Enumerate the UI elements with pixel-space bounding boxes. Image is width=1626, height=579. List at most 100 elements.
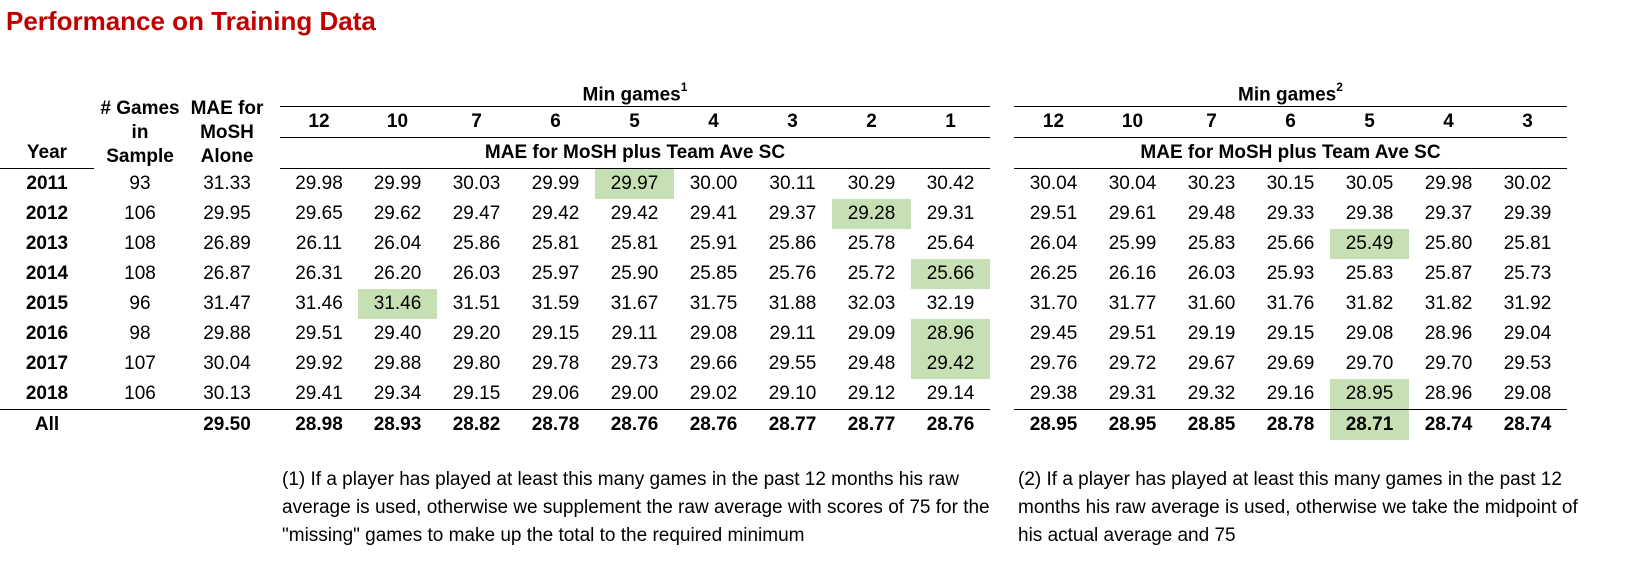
mae-cell: 30.15 <box>1266 173 1315 194</box>
spacer-cell <box>268 289 280 319</box>
mae-cell: 29.19 <box>1187 323 1236 344</box>
mae-cell: 29.98 <box>1424 173 1473 194</box>
mae-cell: 31.46 <box>295 293 343 314</box>
min-games-header-2: Min games2 <box>1014 76 1567 107</box>
mae-cell: 29.08 <box>689 323 738 344</box>
mae-cell: 28.95 <box>1093 409 1172 440</box>
mae-cell: 29.62 <box>373 203 422 224</box>
mae-cell: 29.76 <box>1029 353 1078 374</box>
mae-alone-cell: 30.04 <box>203 353 251 374</box>
table-row: 26.04 25.99 25.83 25.66 25.49 25.80 25.81 <box>1014 229 1567 259</box>
mae-cell: 28.98 <box>280 409 358 440</box>
mae-cell: 29.08 <box>1503 383 1552 404</box>
column-header-min-3: 3 <box>1488 106 1567 138</box>
mae-cell: 30.05 <box>1345 173 1394 194</box>
min-games-header-1: Min games1 <box>280 76 990 107</box>
spacer-cell <box>268 349 280 379</box>
mae-alone-cell: 29.95 <box>203 203 251 224</box>
mae-cell: 31.46 <box>358 289 437 319</box>
mae-cell: 26.11 <box>295 233 343 254</box>
table-row: 2012 106 29.95 29.65 29.62 29.47 29.42 29.42 29.… <box>0 199 990 229</box>
mae-cell: 29.39 <box>1503 203 1552 224</box>
games-cell: 108 <box>124 233 156 254</box>
year-cell: 2015 <box>25 293 69 314</box>
mae-cell: 29.40 <box>373 323 422 344</box>
mae-alone-cell: 30.13 <box>203 383 251 404</box>
table-row: 2011 93 31.33 29.98 29.99 30.03 29.99 29.97 30.0… <box>0 168 990 199</box>
mae-cell: 30.00 <box>689 173 738 194</box>
mae-cell: 31.82 <box>1424 293 1473 314</box>
table-row: 30.04 30.04 30.23 30.15 30.05 29.98 30.02 <box>1014 169 1567 200</box>
mae-cell: 30.03 <box>452 173 501 194</box>
page-title: Performance on Training Data <box>6 6 376 36</box>
mae-cell: 28.96 <box>1424 323 1473 344</box>
mae-cell: 25.64 <box>926 233 975 254</box>
mae-cell: 29.66 <box>689 353 738 374</box>
mae-cell: 29.45 <box>1029 323 1078 344</box>
mae-cell: 25.83 <box>1345 263 1394 284</box>
total-row: All 29.50 28.98 28.93 28.82 28.78 28.76 28.76 28… <box>0 409 990 440</box>
games-cell: 96 <box>129 293 151 314</box>
mae-cell: 31.75 <box>689 293 738 314</box>
table-row: 2018 106 30.13 29.41 29.34 29.15 29.06 29.00 29.… <box>0 379 990 410</box>
mae-cell: 25.91 <box>689 233 738 254</box>
mae-cell: 29.14 <box>926 383 975 404</box>
mae-cell: 28.78 <box>516 409 595 440</box>
mae-cell: 29.15 <box>452 383 501 404</box>
mae-cell: 29.11 <box>769 323 816 344</box>
mae-cell: 26.04 <box>373 233 422 254</box>
mae-cell: 30.04 <box>1029 173 1078 194</box>
spacer-cell <box>268 319 280 349</box>
mae-cell: 28.76 <box>674 409 753 440</box>
mae-cell: 31.51 <box>452 293 501 314</box>
mae-cell: 31.60 <box>1187 293 1236 314</box>
mae-cell: 29.06 <box>531 383 580 404</box>
table-row: 29.45 29.51 29.19 29.15 29.08 28.96 29.04 <box>1014 319 1567 349</box>
mae-cell: 29.09 <box>847 323 896 344</box>
mae-cell: 29.51 <box>1029 203 1078 224</box>
mae-cell: 26.20 <box>373 263 422 284</box>
mae-cell: 32.19 <box>926 293 975 314</box>
mae-cell: 29.80 <box>452 353 501 374</box>
mae-cell: 25.73 <box>1503 263 1552 284</box>
table-row: 2015 96 31.47 31.46 31.46 31.51 31.59 31.67 31.7… <box>0 289 990 319</box>
mae-cell: 25.97 <box>531 263 580 284</box>
footnote-1: (1) If a player has played at least this… <box>282 469 990 546</box>
mae-cell: 28.77 <box>753 409 832 440</box>
mae-cell: 28.76 <box>595 409 674 440</box>
year-cell: All <box>0 409 94 440</box>
mae-cell: 25.85 <box>689 263 738 284</box>
mae-header-line2: MoSH <box>200 122 254 143</box>
mae-cell: 26.03 <box>452 263 501 284</box>
mae-cell: 26.31 <box>295 263 343 284</box>
mae-cell: 29.51 <box>295 323 343 344</box>
year-cell: 2013 <box>25 233 69 254</box>
plus-team-header-2: MAE for MoSH plus Team Ave SC <box>1014 137 1567 169</box>
games-header-line3: Sample <box>106 145 174 167</box>
mae-cell: 25.66 <box>1266 233 1315 254</box>
mae-cell: 29.10 <box>768 383 817 404</box>
footnote-2: (2) If a player has played at least this… <box>1018 469 1578 546</box>
mae-cell: 31.92 <box>1503 293 1552 314</box>
table-row: 2014 108 26.87 26.31 26.20 26.03 25.97 25.90 25.… <box>0 259 990 289</box>
mae-cell: 25.80 <box>1424 233 1473 254</box>
mae-cell: 29.41 <box>295 383 343 404</box>
mae-cell: 29.15 <box>1266 323 1315 344</box>
mae-alone-cell: 31.33 <box>203 172 251 194</box>
games-header-line1: # Games <box>100 98 180 120</box>
mae-cell: 29.47 <box>452 203 501 224</box>
mae-cell: 25.83 <box>1187 233 1236 254</box>
column-header-min-10: 10 <box>1093 106 1172 138</box>
column-header-min-7: 7 <box>437 106 516 138</box>
spacer-cell <box>268 199 280 229</box>
column-header-min-1: 1 <box>911 106 990 138</box>
mae-cell: 31.59 <box>531 293 580 314</box>
mae-cell: 31.88 <box>768 293 817 314</box>
mae-alone-cell: 29.50 <box>186 409 268 440</box>
mae-cell: 29.88 <box>373 353 422 374</box>
column-header-min-12: 12 <box>280 106 358 138</box>
mae-cell: 29.97 <box>595 168 674 199</box>
column-header-min-2: 2 <box>832 106 911 138</box>
column-header-min-3: 3 <box>753 106 832 138</box>
mae-cell: 25.78 <box>847 233 896 254</box>
